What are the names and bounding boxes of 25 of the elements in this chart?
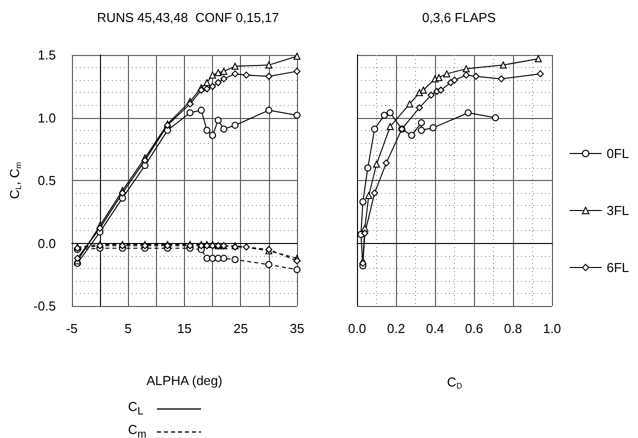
text: C$_{L}$ [128,398,144,420]
y-tick-label: 0.0 [38,236,56,251]
chart-title: RUNS 45,43,48 CONF 0,15,17 [96,10,280,25]
y-tick-label: 0.5 [38,173,56,188]
x-tick-label: 35 [290,321,304,336]
chart-title: 0,3,6 FLAPS [422,10,496,25]
text: C$_{m}$ [128,420,148,438]
legend-label: 0FL [606,146,630,161]
x-tick-label: 25 [233,321,248,336]
x-tick-label: 1.0 [542,321,562,336]
legend-label: 6FL [606,260,630,275]
x-tick-label: 0.6 [464,321,484,336]
x-tick-label: 0.8 [504,321,522,336]
x-tick-label: 5 [124,321,132,336]
x-tick-label: 0.4 [426,321,444,336]
x-tick-label: 15 [177,321,192,336]
legend-label: 3FL [606,203,630,218]
y-tick-label: 1.5 [38,48,56,62]
x-axis-title: ALPHA (deg) [146,373,222,388]
y-tick-label: 1.0 [38,110,56,126]
x-tick-label: -5 [66,321,78,336]
x-tick-label: 0.2 [386,321,406,336]
y-axis-title: CL, Cm [7,162,23,200]
x-tick-label: 0.0 [348,321,366,336]
y-tick-label: -0.5 [33,298,56,314]
